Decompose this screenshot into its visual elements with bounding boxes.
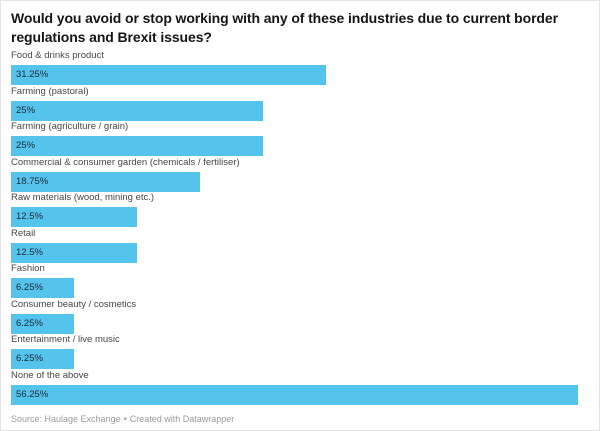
bar: 18.75% [11,171,200,192]
footer-separator: • [123,414,127,424]
category-label: Retail [11,227,36,239]
bar-row: None of the above 56.25% [11,370,578,405]
bar-row: Entertainment / live music 6.25% [11,334,578,369]
value-label: 31.25% [16,69,49,80]
bar-track: 25% [11,136,578,156]
bar: 6.25% [11,278,74,298]
category-label: None of the above [11,369,89,381]
value-label: 18.75% [16,175,49,187]
bar-row: Commercial & consumer garden (chemicals … [11,157,578,192]
bar: 25% [11,100,263,121]
bar: 12.5% [11,242,137,263]
source-text: Source: Haulage Exchange [11,414,121,424]
chart-title: Would you avoid or stop working with any… [11,10,558,45]
category-label: Fashion [11,263,45,274]
bar-track: 56.25% [11,384,578,405]
bar-track: 12.5% [11,207,578,227]
category-label: Entertainment / live music [11,334,120,345]
bar-chart: Food & drinks product 31.25% Farming (pa… [11,50,578,405]
category-label: Consumer beauty / cosmetics [11,298,137,310]
bar-track: 18.75% [11,171,578,192]
value-label: 25% [16,104,36,116]
category-label: Food & drinks product [11,50,104,61]
bar: 31.25% [11,65,326,85]
bar-row: Fashion 6.25% [11,263,578,298]
chart-footer: Source: Haulage Exchange • Created with Da… [11,414,234,424]
bar-row: Food & drinks product 31.25% [11,50,578,85]
bar-row: Consumer beauty / cosmetics 6.25% [11,299,578,334]
bar-track: 12.5% [11,242,578,263]
value-label: 56.25% [16,388,49,400]
bar: 25% [11,136,263,156]
category-label: Farming (agriculture / grain) [11,121,129,132]
bar-track: 6.25% [11,313,578,334]
bar: 6.25% [11,349,74,369]
value-label: 6.25% [16,353,43,364]
value-label: 6.25% [16,317,43,329]
value-label: 6.25% [16,282,43,293]
category-label: Farming (pastoral) [11,85,89,97]
bar: 12.5% [11,207,137,227]
bar: 56.25% [11,384,578,405]
category-label: Raw materials (wood, mining etc.) [11,192,155,203]
bar-row: Retail 12.5% [11,228,578,263]
value-label: 12.5% [16,246,43,258]
bar: 6.25% [11,313,74,334]
bar-row: Raw materials (wood, mining etc.) 12.5% [11,192,578,227]
bar-track: 31.25% [11,65,578,85]
bar-track: 6.25% [11,278,578,298]
value-label: 25% [16,140,36,151]
category-label: Commercial & consumer garden (chemicals … [11,156,240,168]
bar-track: 6.25% [11,349,578,369]
bar-row: Farming (agriculture / grain) 25% [11,121,578,156]
bar-row: Farming (pastoral) 25% [11,86,578,121]
datawrapper-credit-link[interactable]: Created with Datawrapper [129,414,235,424]
bar-track: 25% [11,100,578,121]
value-label: 12.5% [16,211,43,222]
